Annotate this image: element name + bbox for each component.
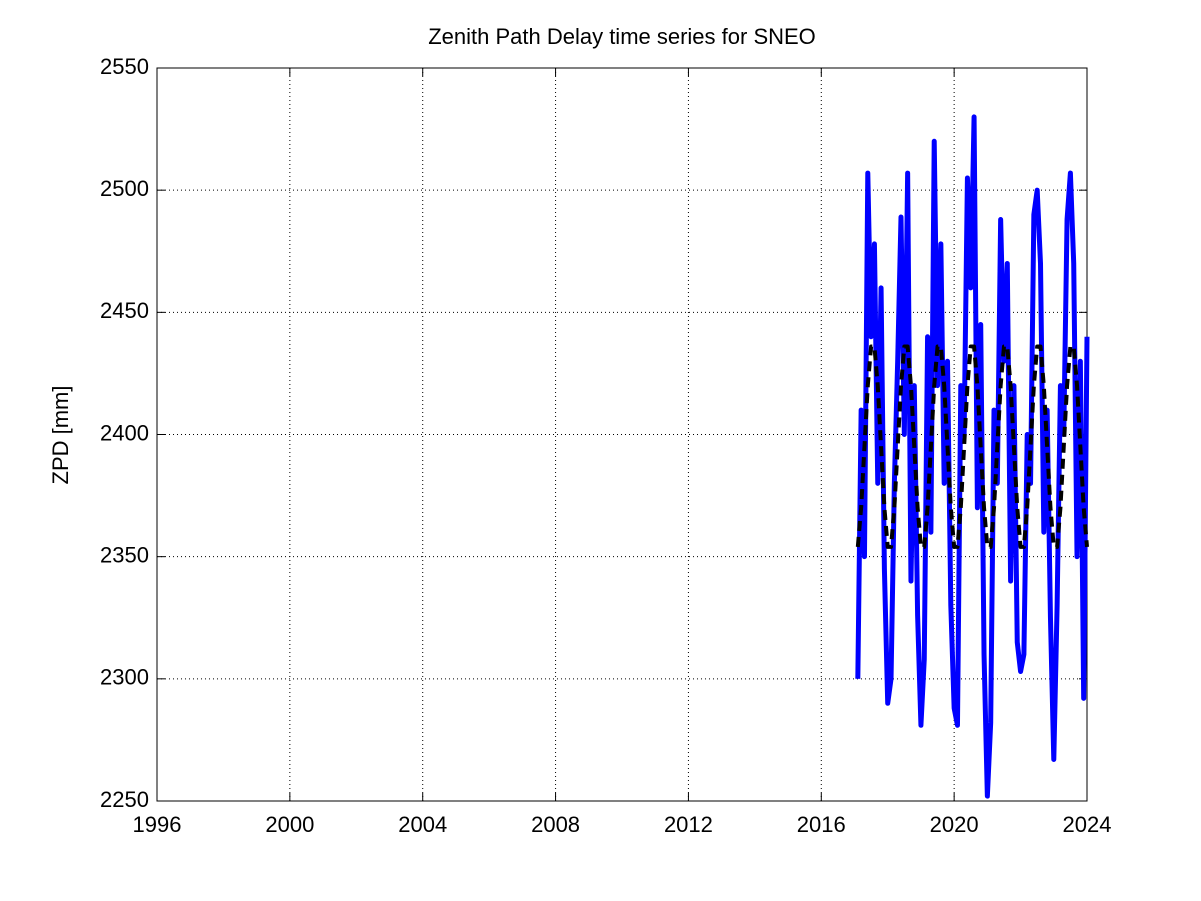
y-tick-label: 2400 [100, 420, 149, 445]
series-line [855, 344, 1089, 549]
y-tick-label: 2500 [100, 176, 149, 201]
x-tick-label: 2004 [398, 812, 447, 837]
x-tick-label: 2000 [265, 812, 314, 837]
chart-title: Zenith Path Delay time series for SNEO [428, 24, 816, 49]
y-tick-label: 2550 [100, 54, 149, 79]
x-tick-label: 2012 [664, 812, 713, 837]
y-axis-label: ZPD [mm] [48, 386, 73, 485]
y-tick-label: 2300 [100, 665, 149, 690]
x-tick-label: 2024 [1063, 812, 1112, 837]
x-tick-label: 2016 [797, 812, 846, 837]
series-line [855, 114, 1090, 799]
y-tick-label: 2250 [100, 787, 149, 812]
y-tick-label: 2450 [100, 298, 149, 323]
x-tick-label: 2020 [930, 812, 979, 837]
y-tick-label: 2350 [100, 542, 149, 567]
x-tick-label: 2008 [531, 812, 580, 837]
x-tick-label: 1996 [133, 812, 182, 837]
